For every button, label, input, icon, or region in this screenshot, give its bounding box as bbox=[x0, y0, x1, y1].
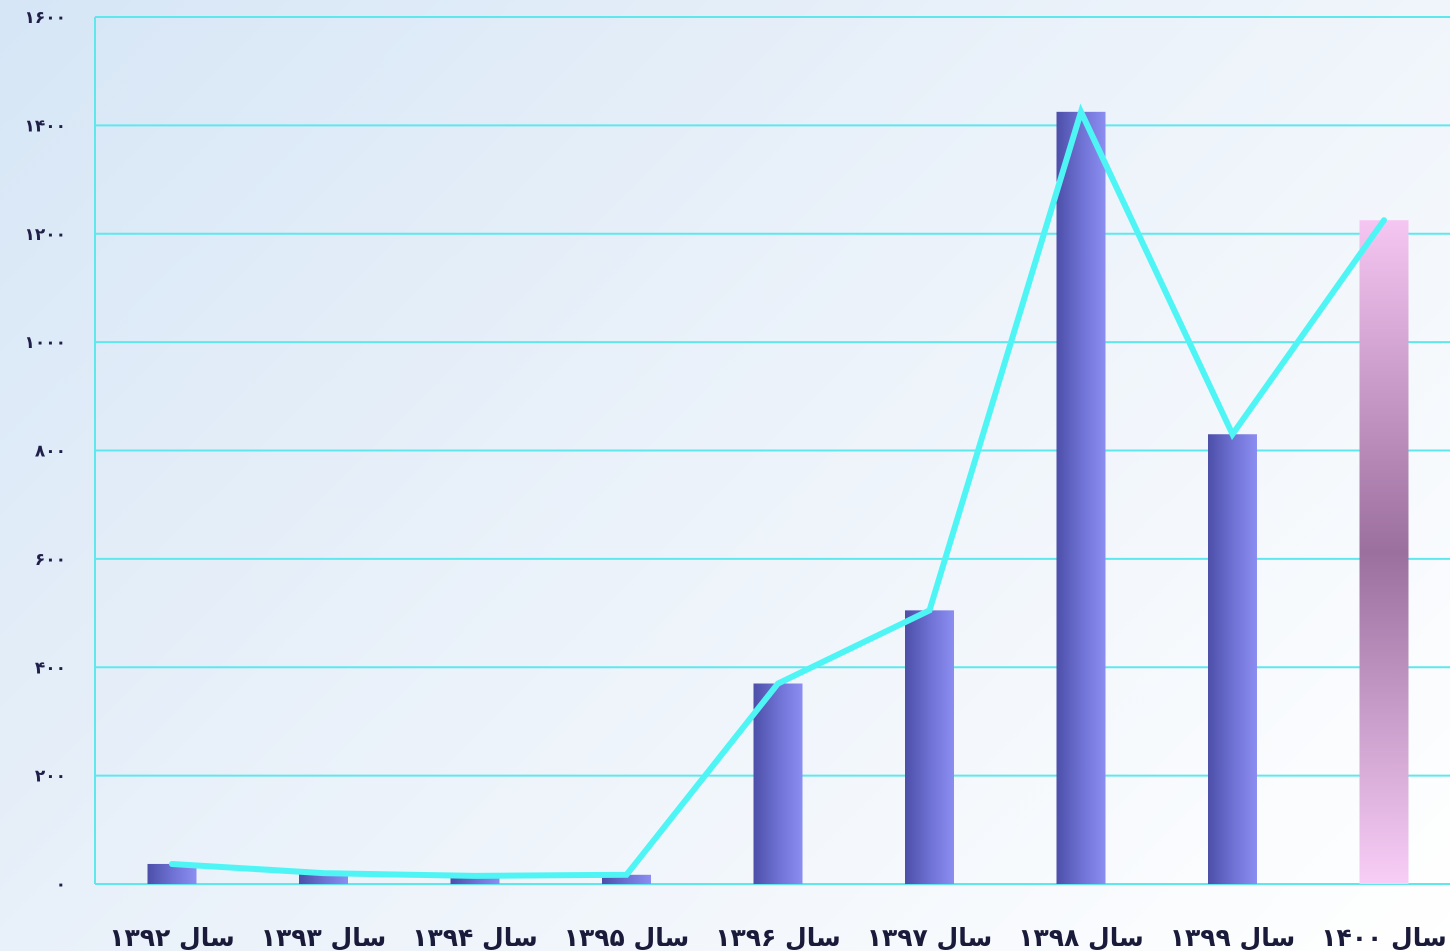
x-tick-label: سال ۱۴۰۰ bbox=[1321, 923, 1446, 951]
bar bbox=[450, 875, 500, 884]
bar bbox=[905, 610, 954, 884]
x-tick-label: سال ۱۳۹۷ bbox=[867, 923, 992, 951]
y-tick-label: ۶۰۰ bbox=[35, 550, 66, 570]
y-tick-label: ۰ bbox=[56, 875, 66, 895]
y-tick-label: ۱۶۰۰ bbox=[24, 8, 66, 28]
bar bbox=[299, 873, 348, 884]
y-tick-label: ۱۰۰۰ bbox=[24, 333, 66, 353]
trend-line-path bbox=[169, 103, 1387, 879]
x-tick-label: سال ۱۳۹۴ bbox=[412, 923, 537, 951]
x-axis-ticks: سال ۱۳۹۲ سال ۱۳۹۳ سال ۱۳۹۴ سال ۱۳۹۵ سال ۱۳۹۶… bbox=[109, 923, 1446, 951]
x-tick-label: سال ۱۳۹۲ bbox=[109, 923, 234, 951]
y-axis-ticks: ۰ ۲۰۰ ۴۰۰ ۶۰۰ ۸۰۰ ۱۰۰۰ ۱۲۰۰ ۱۴۰۰ ۱۶۰۰ bbox=[24, 8, 66, 895]
y-tick-label: ۱۴۰۰ bbox=[24, 116, 66, 136]
x-tick-label: سال ۱۳۹۵ bbox=[564, 923, 689, 951]
bar bbox=[753, 683, 803, 884]
y-tick-label: ۲۰۰ bbox=[35, 767, 66, 787]
bar bbox=[1208, 434, 1257, 884]
y-tick-label: ۴۰۰ bbox=[35, 658, 66, 678]
bar bbox=[602, 874, 651, 884]
x-tick-label: سال ۱۳۹۶ bbox=[715, 923, 840, 951]
trend-line bbox=[169, 103, 1387, 879]
bar bbox=[1359, 220, 1409, 884]
y-tick-label: ۸۰۰ bbox=[35, 442, 66, 462]
bar bbox=[147, 863, 197, 884]
x-tick-label: سال ۱۳۹۹ bbox=[1170, 923, 1295, 951]
bar bbox=[1056, 111, 1106, 884]
bars bbox=[147, 111, 1409, 884]
x-tick-label: سال ۱۳۹۸ bbox=[1018, 923, 1143, 951]
y-tick-label: ۱۲۰۰ bbox=[24, 225, 66, 245]
x-tick-label: سال ۱۳۹۳ bbox=[261, 923, 386, 951]
